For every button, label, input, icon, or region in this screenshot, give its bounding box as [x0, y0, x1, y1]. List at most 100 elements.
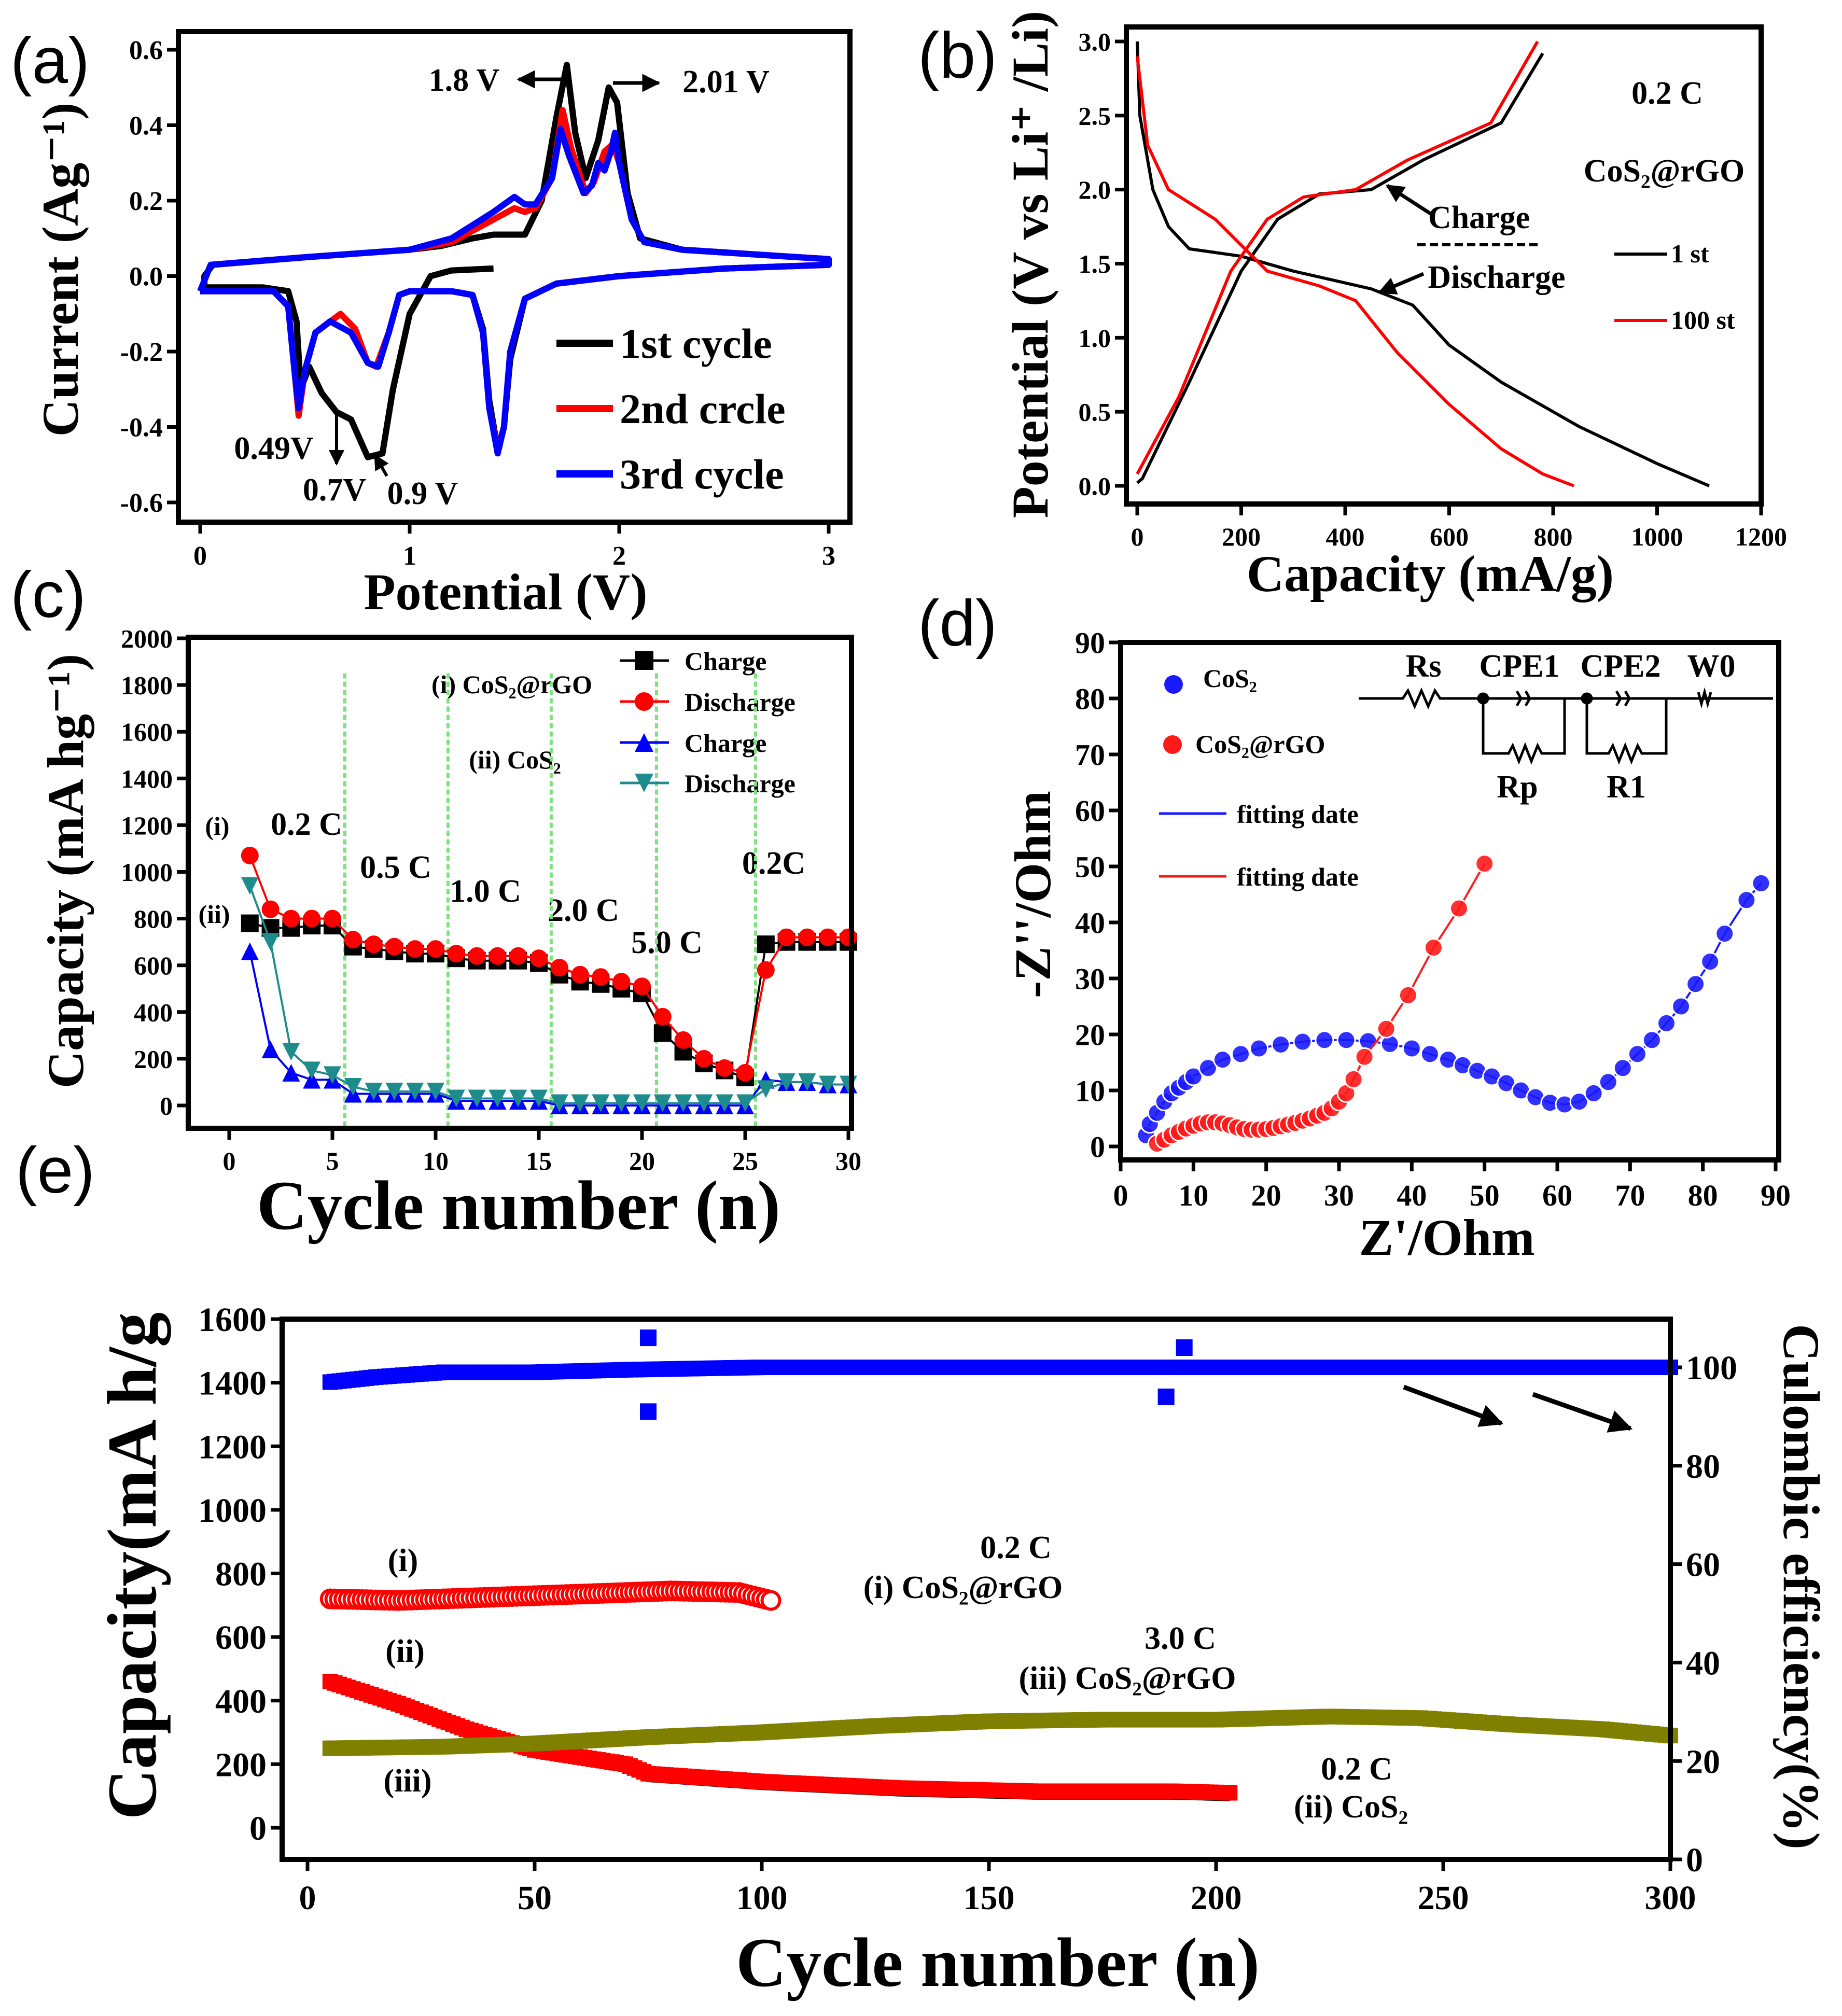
- d-y-tick-label: 40: [1075, 906, 1105, 940]
- d-y-tick-label: 10: [1075, 1074, 1105, 1108]
- d-data-point: [1642, 1030, 1662, 1050]
- c-data-point: [261, 1040, 280, 1058]
- d-x-tick-label: 10: [1178, 1179, 1208, 1212]
- a-y-tick-label: -0.4: [120, 413, 163, 443]
- d-data-point: [1231, 1044, 1251, 1064]
- b-arrow-discharge: [1377, 272, 1425, 295]
- d-legend-label-fit-red: fitting date: [1237, 862, 1359, 891]
- c-data-point: [716, 1094, 734, 1112]
- b-y-tick-label: 2.0: [1079, 175, 1111, 204]
- e-y2-tick-label: 40: [1686, 1645, 1720, 1683]
- b-plot-frame: [1124, 24, 1764, 507]
- a-annotation-1-8v: 1.8 V: [429, 63, 500, 98]
- d-y-tick-label: 70: [1075, 738, 1105, 772]
- c-data-point: [757, 961, 775, 979]
- a-annotation-0-49v: 0.49V: [234, 431, 314, 466]
- c-data-point: [241, 942, 259, 960]
- b-x-tick-label: 400: [1326, 522, 1365, 551]
- d-y-axis-title: -Z''/Ohm: [1004, 791, 1062, 998]
- c-data-point: [344, 1077, 362, 1096]
- chart-d: 0 10 20 30 40 50 60 70 80 90 0 10 20 30 40 50 60 70 80 90: [1075, 626, 1791, 1212]
- c-data-point: [633, 977, 651, 996]
- circuit-wire-resistor-rs: [1359, 687, 1773, 710]
- e-arrow: [1532, 1392, 1633, 1433]
- c-legend-marker: [635, 651, 653, 670]
- c-data-point: [406, 1082, 424, 1100]
- e-x-axis-title: Cycle number (n): [736, 1924, 1260, 2001]
- c-data-point: [695, 1094, 713, 1112]
- d-data-point: [1198, 1058, 1218, 1078]
- c-data-point: [344, 931, 362, 949]
- circuit-warburg-symbol: [1697, 687, 1712, 709]
- b-x-tick-label: 1000: [1631, 522, 1683, 551]
- a-y-tick-label: 0.2: [129, 187, 163, 216]
- d-data-point: [1569, 1092, 1589, 1112]
- d-x-tick-label: 60: [1542, 1179, 1572, 1212]
- d-x-tick-label: 40: [1397, 1179, 1427, 1212]
- b-y-tick-label: 2.5: [1079, 101, 1111, 130]
- c-y-tick-label: 1000: [121, 858, 173, 887]
- e-y-tick-label: 1600: [198, 1301, 267, 1339]
- a-x-tick-label: 0: [193, 541, 207, 571]
- c-rate-label: 0.5 C: [360, 850, 431, 885]
- b-charge-curve: [1136, 40, 1539, 475]
- e-y2-axis-title: Culombic efficiency(%): [1773, 1324, 1830, 1850]
- e-outlier-point: [640, 1329, 657, 1347]
- e-x-tick-label: 250: [1418, 1879, 1469, 1917]
- d-y-tick-label: 50: [1075, 850, 1105, 884]
- b-x-tick-label: 200: [1222, 522, 1261, 551]
- e-x-tick-label: 150: [964, 1879, 1015, 1917]
- e-sample-i: (i) CoS₂@rGO: [863, 1570, 1063, 1605]
- d-x-tick-label: 20: [1251, 1179, 1281, 1212]
- e-outlier-point: [640, 1403, 657, 1420]
- c-data-point: [241, 846, 259, 864]
- c-data-point: [489, 1089, 507, 1108]
- c-data-point: [777, 928, 796, 946]
- b-annotation-rate: 0.2 C: [1631, 76, 1703, 111]
- b-y-axis-title: Potential (V vs Li⁺ /Li): [1001, 11, 1059, 519]
- d-y-tick-label: 30: [1075, 962, 1105, 996]
- c-y-tick-label: 400: [134, 998, 173, 1027]
- d-data-point: [1424, 938, 1443, 958]
- d-x-tick-label: 90: [1761, 1179, 1791, 1212]
- c-data-point: [282, 1063, 300, 1082]
- e-outlier-point: [1157, 1388, 1175, 1405]
- c-y-tick-label: 1600: [121, 718, 173, 747]
- circuit-node: [1477, 692, 1489, 705]
- c-y-tick-label: 200: [134, 1044, 173, 1073]
- chart-c: 0 5 10 15 20 25 30 0 200 400 600 800 1000 1200 1400 160…: [121, 624, 861, 1176]
- d-data-point: [1293, 1032, 1313, 1052]
- d-data-point: [1737, 890, 1756, 910]
- c-data-point: [427, 1082, 444, 1100]
- d-legend-label-fit-blue: fitting date: [1237, 800, 1359, 829]
- e-x-tick-label: 100: [736, 1879, 788, 1917]
- b-x-tick-label: 600: [1430, 522, 1469, 551]
- d-data-point: [1336, 1030, 1356, 1050]
- b-x-tick-label: 800: [1534, 522, 1573, 551]
- chart-marks: 0 1 2 3-0.6-0.4-0.20.00.20.40.60 200 400 600 80…: [120, 24, 1791, 1917]
- d-data-point: [1183, 1067, 1203, 1086]
- c-data-point: [303, 909, 321, 928]
- c-data-point: [757, 935, 775, 954]
- e-y-tick-label: 600: [215, 1619, 267, 1657]
- c-data-point: [550, 959, 568, 977]
- b-y-tick-label: 1.5: [1079, 249, 1111, 278]
- d-data-point: [1627, 1044, 1647, 1064]
- d-y-tick-label: 80: [1075, 682, 1105, 716]
- d-y-tick-label: 20: [1075, 1018, 1105, 1052]
- c-data-point: [798, 928, 816, 946]
- c-x-tick-label: 30: [835, 1146, 861, 1175]
- c-rate-label: 0.2C: [742, 846, 805, 881]
- e-y-tick-label: 1400: [198, 1365, 267, 1403]
- c-legend-marker: [635, 692, 653, 711]
- circuit-node: [1581, 692, 1593, 705]
- d-data-point: [1344, 1069, 1363, 1089]
- a-y-axis-title: Current (Ag⁻¹): [32, 103, 89, 437]
- e-sample-ii: (ii) CoS₂: [1294, 1789, 1408, 1825]
- a-x-axis-title: Potential (V): [364, 563, 647, 621]
- d-legend-label-cos2-rgo: CoS₂@rGO: [1195, 730, 1325, 759]
- c-data-point: [653, 1024, 672, 1042]
- e-y2-tick-label: 0: [1686, 1841, 1703, 1879]
- c-data-point: [261, 933, 280, 951]
- panel-label-a: (a): [10, 25, 90, 97]
